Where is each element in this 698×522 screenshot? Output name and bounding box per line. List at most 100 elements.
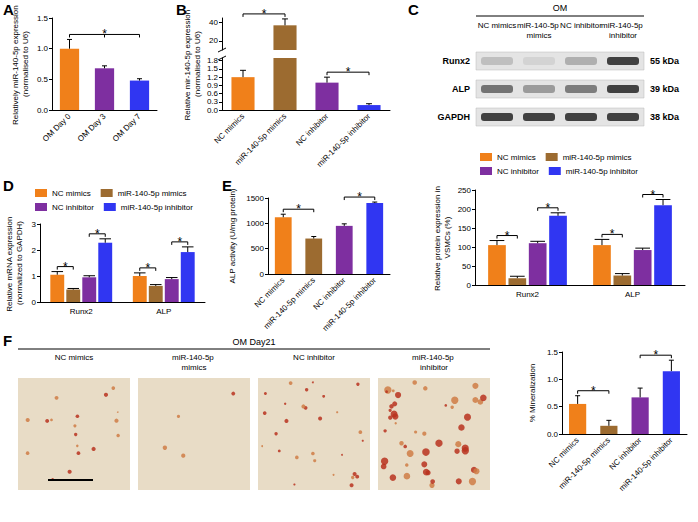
svg-text:mimics: mimics (527, 31, 552, 40)
svg-text:miR-140-5p inhibitor: miR-140-5p inhibitor (121, 203, 193, 212)
svg-text:miR-140-5p mimics: miR-140-5p mimics (262, 276, 317, 331)
svg-text:OM Day21: OM Day21 (232, 337, 275, 347)
svg-text:miR-140-5p: miR-140-5p (517, 21, 561, 30)
svg-text:Relatively miR-140-5p expressi: Relatively miR-140-5p expression (11, 3, 20, 125)
svg-text:inhibitor: inhibitor (420, 363, 448, 372)
svg-text:1.8: 1.8 (207, 56, 219, 65)
svg-text:GAPDH: GAPDH (437, 112, 470, 122)
svg-text:500: 500 (251, 244, 265, 253)
svg-text:% Mineralization: % Mineralization (528, 364, 537, 423)
svg-text:Relative mRNA expression: Relative mRNA expression (5, 214, 14, 311)
svg-text:B: B (176, 1, 187, 18)
svg-text:1.5: 1.5 (37, 14, 49, 23)
svg-text:*: * (177, 235, 182, 249)
svg-text:0.0: 0.0 (547, 430, 559, 439)
svg-text:100: 100 (458, 243, 472, 252)
svg-text:*: * (591, 384, 596, 398)
svg-text:NC inhibitor: NC inhibitor (294, 112, 330, 148)
svg-text:50: 50 (462, 262, 471, 271)
svg-text:miR-140-5p inhibitor: miR-140-5p inhibitor (617, 436, 674, 493)
svg-text:OM: OM (553, 3, 568, 13)
svg-text:NC mimics: NC mimics (52, 189, 91, 198)
svg-text:0.0: 0.0 (37, 106, 49, 115)
svg-text:(normalised to U6): (normalised to U6) (21, 31, 30, 97)
svg-text:*: * (505, 229, 510, 243)
svg-text:OM Day 7: OM Day 7 (111, 111, 143, 143)
svg-text:38 kDa: 38 kDa (650, 112, 680, 122)
svg-text:miR-140-5p mimics: miR-140-5p mimics (563, 153, 632, 162)
svg-text:mimics: mimics (182, 363, 207, 372)
svg-text:NC inhibitor: NC inhibitor (560, 21, 602, 30)
svg-text:miR-140-5p inhibitor: miR-140-5p inhibitor (321, 276, 378, 333)
svg-text:1.2: 1.2 (207, 73, 219, 82)
svg-text:ALP: ALP (156, 307, 171, 316)
svg-text:Relative mir-140-5p expression: Relative mir-140-5p expression (183, 8, 192, 121)
svg-text:2: 2 (32, 246, 37, 255)
svg-text:*: * (63, 260, 68, 274)
svg-text:VSMCs (%): VSMCs (%) (443, 216, 452, 258)
svg-text:ALP activity (U/mg protein): ALP activity (U/mg protein) (228, 188, 237, 283)
svg-text:NC mimics: NC mimics (55, 353, 94, 362)
svg-text:0: 0 (260, 270, 265, 279)
svg-text:miR-140-5p inhibitor: miR-140-5p inhibitor (566, 167, 638, 176)
svg-text:ALP: ALP (452, 84, 470, 94)
svg-text:1.0: 1.0 (547, 375, 559, 384)
svg-text:NC inhibitor: NC inhibitor (52, 203, 94, 212)
svg-text:0: 0 (32, 298, 37, 307)
svg-text:250: 250 (458, 186, 472, 195)
svg-text:39 kDa: 39 kDa (650, 84, 680, 94)
svg-text:Relative protein expression in: Relative protein expression in (433, 184, 442, 291)
svg-text:miR-140-5p: miR-140-5p (601, 21, 645, 30)
svg-text:NC mimics: NC mimics (497, 153, 536, 162)
svg-text:C: C (408, 1, 419, 18)
svg-text:miR-140-5p mimics: miR-140-5p mimics (118, 189, 187, 198)
svg-text:20: 20 (209, 36, 218, 45)
svg-text:*: * (546, 201, 551, 215)
svg-text:NC mimics: NC mimics (213, 112, 247, 146)
svg-text:*: * (651, 188, 656, 202)
svg-text:OM Day 0: OM Day 0 (41, 111, 73, 143)
svg-text:1500: 1500 (246, 194, 264, 203)
svg-text:NC mimics: NC mimics (478, 21, 517, 30)
svg-text:ALP: ALP (625, 290, 640, 299)
svg-text:miR-140-5p mimics: miR-140-5p mimics (233, 112, 288, 167)
svg-text:*: * (262, 7, 267, 21)
svg-text:D: D (3, 177, 14, 194)
svg-text:*: * (102, 27, 107, 41)
svg-text:1.5: 1.5 (547, 348, 559, 357)
svg-text:F: F (3, 332, 12, 349)
svg-text:Runx2: Runx2 (516, 290, 540, 299)
svg-text:*: * (145, 261, 150, 275)
svg-text:E: E (222, 177, 232, 194)
svg-text:OM Day 3: OM Day 3 (76, 111, 108, 143)
svg-text:200: 200 (458, 205, 472, 214)
svg-text:1.0: 1.0 (37, 44, 49, 53)
svg-text:0.6: 0.6 (207, 89, 219, 98)
svg-text:Runx2: Runx2 (70, 307, 94, 316)
svg-text:*: * (296, 202, 301, 216)
svg-text:0.9: 0.9 (207, 81, 219, 90)
svg-text:miR-140-5p inhibitor: miR-140-5p inhibitor (315, 112, 372, 169)
svg-text:(normalised to U6): (normalised to U6) (193, 31, 202, 97)
svg-text:*: * (346, 65, 351, 79)
svg-text:40: 40 (209, 18, 218, 27)
svg-text:0.0: 0.0 (207, 106, 219, 115)
svg-text:(normalized to GAPDH): (normalized to GAPDH) (15, 221, 24, 305)
svg-text:inhibitor: inhibitor (609, 31, 637, 40)
svg-text:A: A (3, 1, 14, 18)
svg-text:1000: 1000 (246, 219, 264, 228)
svg-text:miR-140-5p: miR-140-5p (412, 353, 456, 362)
svg-text:*: * (357, 190, 362, 204)
svg-text:NC inhibitor: NC inhibitor (293, 353, 335, 362)
svg-text:NC inhibitor: NC inhibitor (497, 167, 539, 176)
svg-text:Runx2: Runx2 (442, 56, 470, 66)
svg-text:*: * (610, 227, 615, 241)
svg-text:1.5: 1.5 (207, 64, 219, 73)
svg-text:0.5: 0.5 (547, 402, 559, 411)
svg-text:*: * (653, 348, 658, 362)
svg-text:miR-140-5p mimics: miR-140-5p mimics (557, 436, 612, 491)
svg-text:0.5: 0.5 (37, 75, 49, 84)
svg-text:0.3: 0.3 (207, 97, 219, 106)
svg-text:55 kDa: 55 kDa (650, 56, 680, 66)
svg-text:3: 3 (32, 220, 37, 229)
